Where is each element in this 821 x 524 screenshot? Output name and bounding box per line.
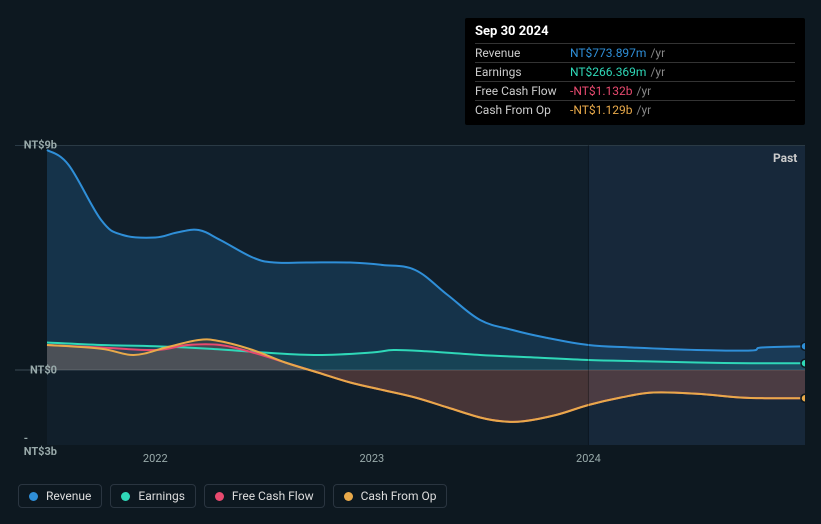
tooltip-row: EarningsNT$266.369m/yr (475, 62, 795, 81)
y-tick: NT$0 (30, 364, 57, 377)
y-tick: NT$9b (24, 139, 57, 152)
legend-item-cfo[interactable]: Cash From Op (333, 484, 448, 508)
legend-label: Cash From Op (361, 489, 437, 503)
chart-legend: Revenue Earnings Free Cash Flow Cash From O… (18, 484, 447, 508)
legend-item-revenue[interactable]: Revenue (18, 484, 102, 508)
chart-svg[interactable] (15, 145, 805, 445)
x-tick: 2022 (143, 452, 168, 465)
y-tick: -NT$3b (24, 432, 57, 458)
tooltip-row-suffix: /yr (650, 46, 665, 60)
series-endpoint-cfo (801, 394, 805, 402)
legend-swatch (215, 492, 224, 501)
tooltip-row: Cash From Op-NT$1.129b/yr (475, 100, 795, 119)
x-tick: 2024 (576, 452, 601, 465)
chart-area: NT$9bNT$0-NT$3b (15, 145, 805, 445)
legend-label: Free Cash Flow (232, 489, 314, 503)
legend-label: Revenue (46, 489, 91, 503)
tooltip-row-value: -NT$1.129b (570, 103, 633, 117)
tooltip-row-label: Free Cash Flow (475, 84, 570, 98)
tooltip-row-value: NT$266.369m (570, 65, 646, 79)
legend-swatch (344, 492, 353, 501)
tooltip-row-value: -NT$1.132b (570, 84, 633, 98)
tooltip-title: Sep 30 2024 (475, 24, 795, 39)
tooltip-row-suffix: /yr (637, 84, 652, 98)
tooltip-row: Free Cash Flow-NT$1.132b/yr (475, 81, 795, 100)
series-endpoint-earnings (801, 359, 805, 367)
series-endpoint-revenue (801, 342, 805, 350)
tooltip-row-value: NT$773.897m (570, 46, 646, 60)
tooltip-row-suffix: /yr (637, 103, 652, 117)
tooltip-row: RevenueNT$773.897m/yr (475, 43, 795, 62)
tooltip-row-suffix: /yr (650, 65, 665, 79)
chart-tooltip: Sep 30 2024 RevenueNT$773.897m/yrEarning… (465, 18, 805, 125)
legend-item-fcf[interactable]: Free Cash Flow (204, 484, 325, 508)
past-label: Past (773, 151, 797, 165)
tooltip-row-label: Earnings (475, 65, 570, 79)
tooltip-row-label: Revenue (475, 46, 570, 60)
legend-swatch (29, 492, 38, 501)
x-tick: 2023 (359, 452, 384, 465)
legend-item-earnings[interactable]: Earnings (110, 484, 196, 508)
tooltip-row-label: Cash From Op (475, 103, 570, 117)
legend-label: Earnings (138, 489, 185, 503)
legend-swatch (121, 492, 130, 501)
